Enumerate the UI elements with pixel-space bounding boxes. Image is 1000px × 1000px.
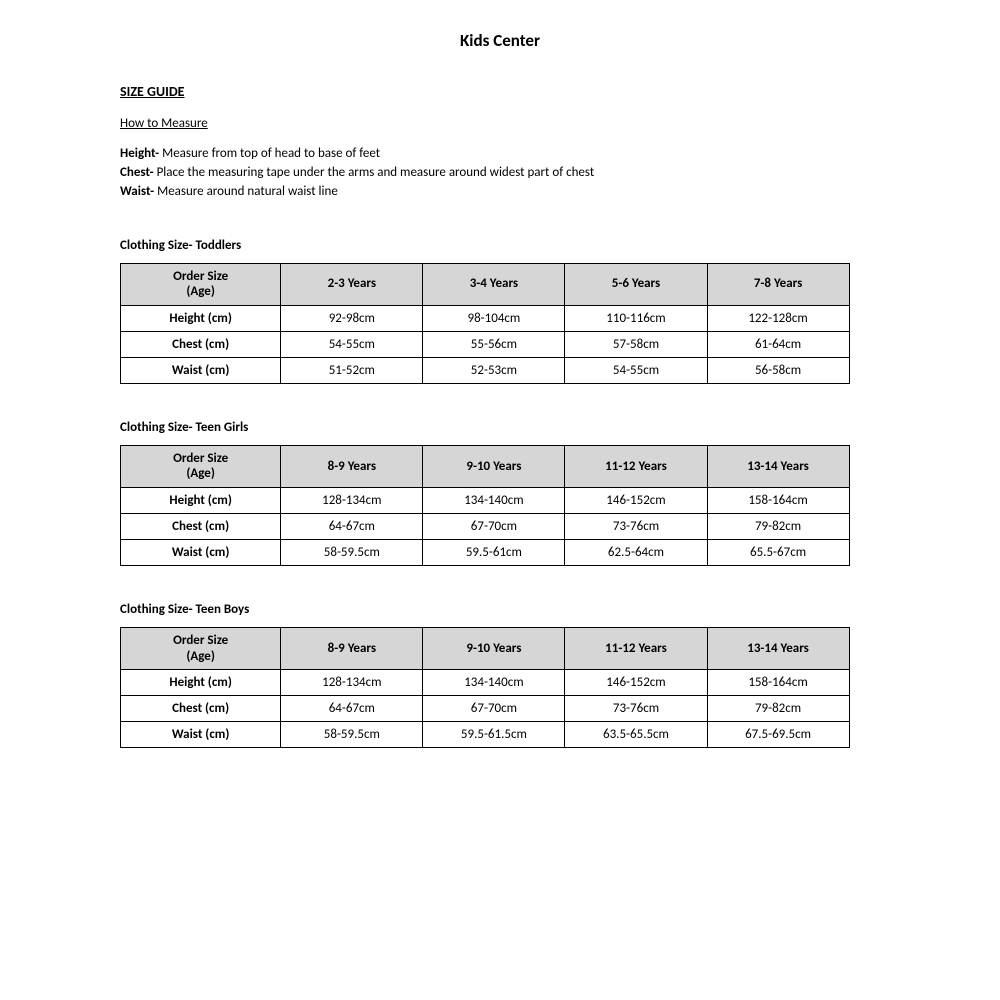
header-order-size: Order Size (Age)	[121, 445, 281, 487]
cell: 158-164cm	[707, 487, 849, 513]
page-title: Kids Center	[120, 30, 880, 51]
table-row: Height (cm) 128-134cm 134-140cm 146-152c…	[121, 487, 850, 513]
cell: 67-70cm	[423, 696, 565, 722]
table-header-row: Order Size (Age) 2-3 Years 3-4 Years 5-6…	[121, 263, 850, 305]
cell: 59.5-61cm	[423, 539, 565, 565]
cell: 64-67cm	[281, 513, 423, 539]
col-header: 5-6 Years	[565, 263, 707, 305]
measure-chest-label: Chest-	[120, 165, 154, 180]
header-line1: Order Size	[173, 451, 228, 466]
row-label: Chest (cm)	[121, 331, 281, 357]
header-line2: (Age)	[186, 284, 215, 299]
page: Kids Center SIZE GUIDE How to Measure He…	[120, 30, 880, 748]
cell: 58-59.5cm	[281, 539, 423, 565]
cell: 62.5-64cm	[565, 539, 707, 565]
toddlers-title: Clothing Size- Toddlers	[120, 238, 880, 253]
how-to-measure-heading: How to Measure	[120, 116, 880, 131]
header-line1: Order Size	[173, 633, 228, 648]
measure-height-text: Measure from top of head to base of feet	[159, 146, 380, 161]
row-label: Waist (cm)	[121, 357, 281, 383]
cell: 61-64cm	[707, 331, 849, 357]
table-row: Chest (cm) 64-67cm 67-70cm 73-76cm 79-82…	[121, 513, 850, 539]
cell: 54-55cm	[565, 357, 707, 383]
row-label: Height (cm)	[121, 670, 281, 696]
teen-boys-table: Order Size (Age) 8-9 Years 9-10 Years 11…	[120, 627, 850, 748]
cell: 51-52cm	[281, 357, 423, 383]
col-header: 11-12 Years	[565, 627, 707, 669]
cell: 57-58cm	[565, 331, 707, 357]
cell: 56-58cm	[707, 357, 849, 383]
cell: 67-70cm	[423, 513, 565, 539]
measure-waist-line: Waist- Measure around natural waist line	[120, 183, 880, 202]
cell: 58-59.5cm	[281, 722, 423, 748]
cell: 67.5-69.5cm	[707, 722, 849, 748]
table-row: Waist (cm) 58-59.5cm 59.5-61cm 62.5-64cm…	[121, 539, 850, 565]
table-row: Chest (cm) 64-67cm 67-70cm 73-76cm 79-82…	[121, 696, 850, 722]
toddlers-table: Order Size (Age) 2-3 Years 3-4 Years 5-6…	[120, 263, 850, 384]
cell: 79-82cm	[707, 696, 849, 722]
row-label: Chest (cm)	[121, 513, 281, 539]
cell: 54-55cm	[281, 331, 423, 357]
header-line2: (Age)	[186, 649, 215, 664]
row-label: Chest (cm)	[121, 696, 281, 722]
teen-girls-title: Clothing Size- Teen Girls	[120, 420, 880, 435]
teen-boys-title: Clothing Size- Teen Boys	[120, 602, 880, 617]
col-header: 11-12 Years	[565, 445, 707, 487]
measure-chest-text: Place the measuring tape under the arms …	[154, 165, 595, 180]
cell: 65.5-67cm	[707, 539, 849, 565]
cell: 64-67cm	[281, 696, 423, 722]
cell: 52-53cm	[423, 357, 565, 383]
header-line2: (Age)	[186, 466, 215, 481]
row-label: Waist (cm)	[121, 722, 281, 748]
size-guide-heading: SIZE GUIDE	[120, 83, 880, 100]
measure-height-line: Height- Measure from top of head to base…	[120, 145, 880, 164]
cell: 134-140cm	[423, 487, 565, 513]
col-header: 7-8 Years	[707, 263, 849, 305]
table-row: Height (cm) 92-98cm 98-104cm 110-116cm 1…	[121, 305, 850, 331]
measure-chest-line: Chest- Place the measuring tape under th…	[120, 164, 880, 183]
cell: 92-98cm	[281, 305, 423, 331]
cell: 158-164cm	[707, 670, 849, 696]
table-row: Height (cm) 128-134cm 134-140cm 146-152c…	[121, 670, 850, 696]
cell: 79-82cm	[707, 513, 849, 539]
col-header: 8-9 Years	[281, 627, 423, 669]
col-header: 8-9 Years	[281, 445, 423, 487]
table-header-row: Order Size (Age) 8-9 Years 9-10 Years 11…	[121, 445, 850, 487]
cell: 73-76cm	[565, 696, 707, 722]
measure-waist-text: Measure around natural waist line	[154, 184, 338, 199]
table-row: Waist (cm) 51-52cm 52-53cm 54-55cm 56-58…	[121, 357, 850, 383]
cell: 134-140cm	[423, 670, 565, 696]
cell: 128-134cm	[281, 670, 423, 696]
col-header: 13-14 Years	[707, 445, 849, 487]
col-header: 2-3 Years	[281, 263, 423, 305]
table-header-row: Order Size (Age) 8-9 Years 9-10 Years 11…	[121, 627, 850, 669]
cell: 98-104cm	[423, 305, 565, 331]
cell: 146-152cm	[565, 670, 707, 696]
col-header: 9-10 Years	[423, 627, 565, 669]
cell: 146-152cm	[565, 487, 707, 513]
col-header: 9-10 Years	[423, 445, 565, 487]
header-line1: Order Size	[173, 269, 228, 284]
measure-height-label: Height-	[120, 146, 159, 161]
cell: 122-128cm	[707, 305, 849, 331]
col-header: 13-14 Years	[707, 627, 849, 669]
cell: 128-134cm	[281, 487, 423, 513]
cell: 59.5-61.5cm	[423, 722, 565, 748]
cell: 63.5-65.5cm	[565, 722, 707, 748]
row-label: Waist (cm)	[121, 539, 281, 565]
cell: 55-56cm	[423, 331, 565, 357]
col-header: 3-4 Years	[423, 263, 565, 305]
table-row: Waist (cm) 58-59.5cm 59.5-61.5cm 63.5-65…	[121, 722, 850, 748]
measure-waist-label: Waist-	[120, 184, 154, 199]
header-order-size: Order Size (Age)	[121, 263, 281, 305]
teen-girls-table: Order Size (Age) 8-9 Years 9-10 Years 11…	[120, 445, 850, 566]
table-row: Chest (cm) 54-55cm 55-56cm 57-58cm 61-64…	[121, 331, 850, 357]
row-label: Height (cm)	[121, 305, 281, 331]
row-label: Height (cm)	[121, 487, 281, 513]
header-order-size: Order Size (Age)	[121, 627, 281, 669]
cell: 110-116cm	[565, 305, 707, 331]
cell: 73-76cm	[565, 513, 707, 539]
